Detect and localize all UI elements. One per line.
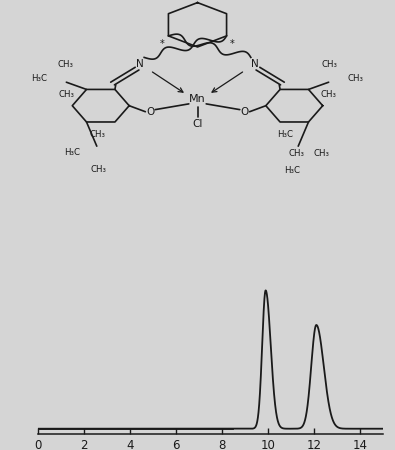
- Text: CH₃: CH₃: [58, 60, 73, 69]
- Text: CH₃: CH₃: [90, 130, 106, 140]
- Text: CH₃: CH₃: [322, 60, 337, 69]
- Text: Mn: Mn: [189, 94, 206, 104]
- Text: *: *: [230, 39, 235, 49]
- Text: CH₃: CH₃: [348, 74, 363, 83]
- Text: *: *: [160, 39, 165, 49]
- Text: Cl: Cl: [192, 119, 203, 129]
- Text: O: O: [146, 107, 154, 117]
- Text: CH₃: CH₃: [288, 148, 304, 157]
- Text: CH₃: CH₃: [314, 148, 330, 157]
- Text: H₃C: H₃C: [284, 166, 300, 175]
- Text: N: N: [251, 59, 259, 69]
- Text: H₃C: H₃C: [64, 148, 80, 157]
- Text: H₃C: H₃C: [32, 74, 47, 83]
- Text: N: N: [136, 59, 144, 69]
- Text: CH₃: CH₃: [321, 90, 337, 99]
- Text: CH₃: CH₃: [91, 165, 107, 174]
- Text: H₃C: H₃C: [277, 130, 293, 140]
- Text: O: O: [241, 107, 249, 117]
- Text: CH₃: CH₃: [58, 90, 74, 99]
